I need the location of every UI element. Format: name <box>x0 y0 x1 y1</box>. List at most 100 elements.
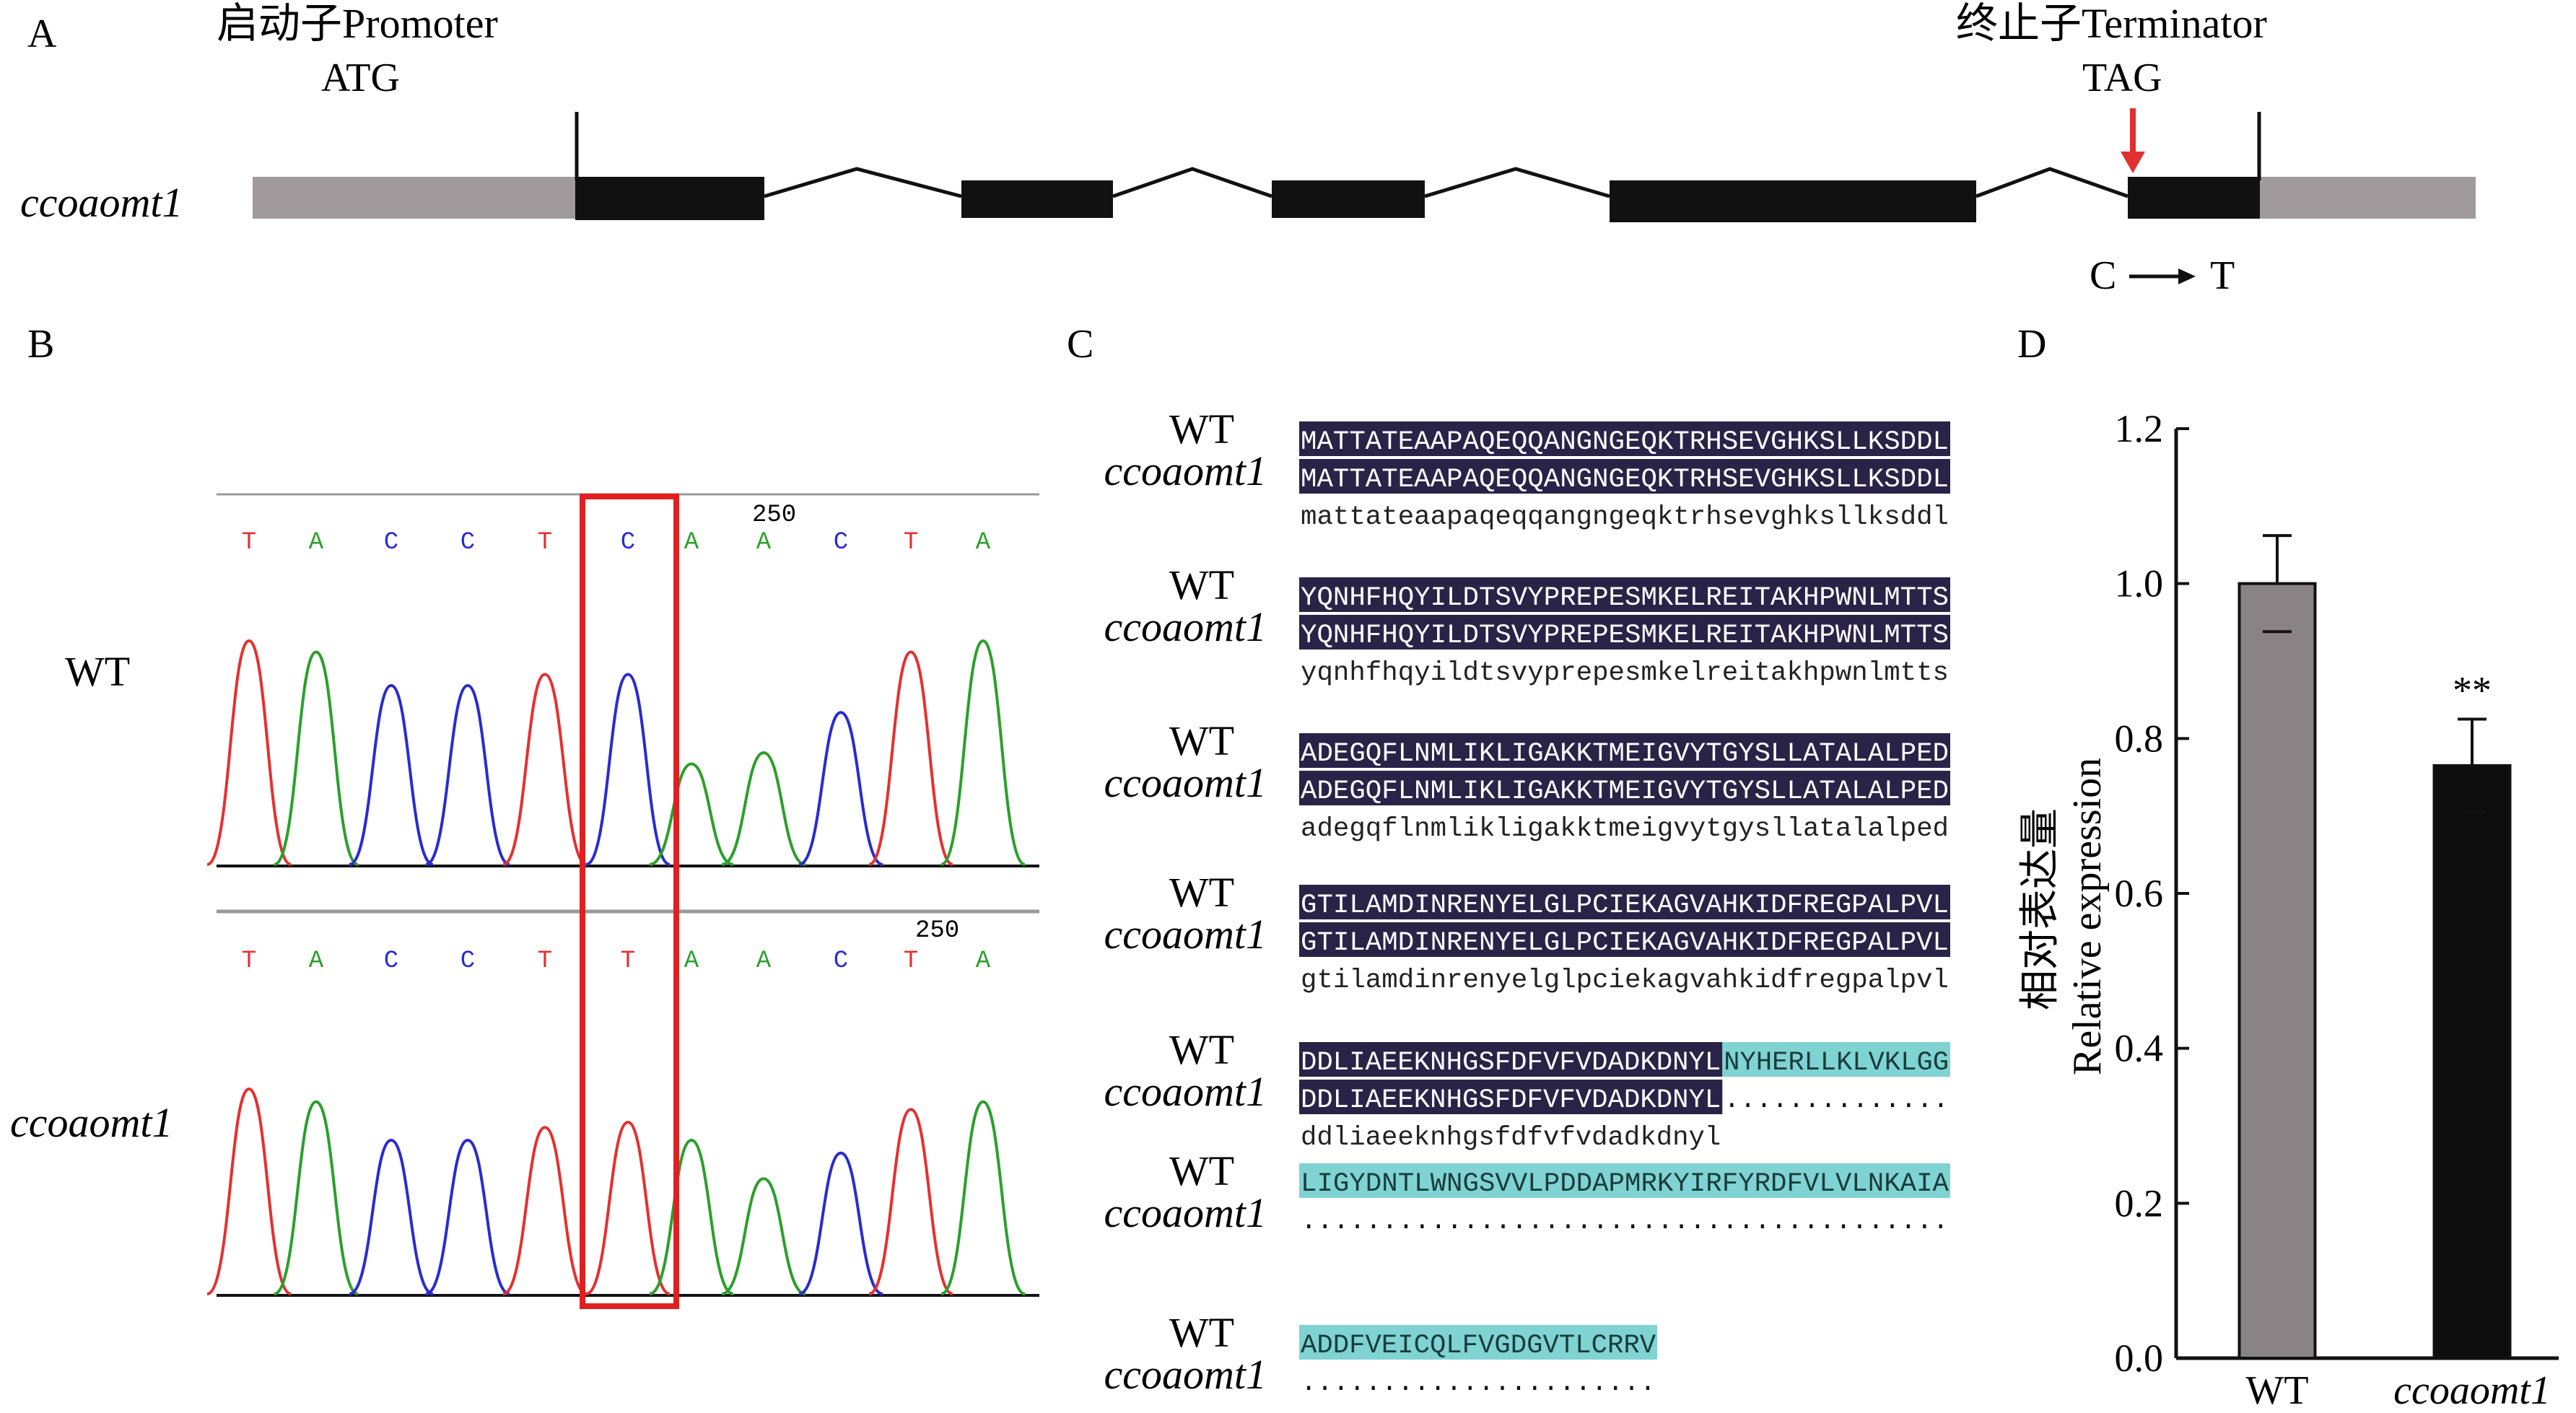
alignment-mutant-seq-1: YQNHFHQYILDTSVYPREPESMKELREITAKHPWNLMTTS <box>1301 621 1949 651</box>
alignment-wt-identical-bg-3 <box>1299 885 1950 919</box>
y-tick-label-4: 0.8 <box>2115 717 2164 760</box>
mutant-peak-0 <box>206 1087 292 1295</box>
y-tick-label-2: 0.4 <box>2115 1027 2164 1070</box>
alignment-consensus-4: ddliaeeknhgsfdfvfvdadkdnyl <box>1301 1123 1721 1153</box>
alignment-wt-unique-bg-4 <box>1722 1042 1950 1077</box>
expression-bar-chart: 0.0 0.2 0.4 0.6 0.8 1.0 1.2 WT ccoaomt1 ** <box>2115 407 2559 1413</box>
wt-peak-9 <box>868 650 953 866</box>
alignment-wt-seq-2: ADEGQFLNMLIKLIGAKKTMEIGVYTGYSLLATALALPED <box>1301 739 1949 769</box>
mutant-base-call-10: A <box>976 948 991 975</box>
alignment-mutant-identical-bg-0 <box>1299 459 1950 494</box>
y-tick-label-1: 0.2 <box>2115 1181 2164 1225</box>
mutant-peak-7 <box>721 1177 806 1295</box>
alignment-wt-label-6: WT <box>1169 1309 1234 1356</box>
alignment-mutant-identical-bg-3 <box>1299 922 1950 957</box>
wt-base-call-9: T <box>904 529 918 556</box>
panel-b-letter: B <box>27 322 54 367</box>
y-axis-label-en: Relative expression <box>2065 758 2110 1075</box>
panel-b: B WT ccoaomt1 250 250 T A C C T C A A C T A T A C C T T… <box>10 322 1039 1309</box>
utr-3-prime <box>2256 177 2476 219</box>
wt-base-call-6: A <box>684 529 699 556</box>
y-axis-label-cn: 相对表达量 <box>2018 808 2063 1010</box>
mutant-peak-2 <box>349 1138 434 1295</box>
alignment-mutant-seq-4: DDLIAEEKNHGSFDFVFVDADKDNYL <box>1301 1085 1721 1116</box>
wt-peak-5 <box>585 673 671 866</box>
alignment-mutant-label-4: ccoaomt1 <box>1104 1068 1267 1115</box>
wt-base-call-5: C <box>621 529 635 556</box>
alignment-gap-dots-5: ........................................ <box>1301 1207 1949 1237</box>
protein-alignment: WTccoaomt1MATTATEAAPAQEQQANGNGEQKTRHSEVG… <box>1104 406 1950 1399</box>
start-codon-label: ATG <box>321 56 400 100</box>
alignment-mutant-label-2: ccoaomt1 <box>1104 759 1267 806</box>
alignment-wt-label-0: WT <box>1169 406 1234 452</box>
promoter-label: 启动子Promoter <box>217 0 498 47</box>
mutant-position-marker: 250 <box>915 917 959 945</box>
intron-4 <box>1975 167 2129 198</box>
alignment-consensus-1: yqnhfhqyildtsvyprepesmkelreitakhpwnlmtts <box>1301 658 1949 688</box>
wt-peak-1 <box>274 650 359 866</box>
wt-peak-7 <box>721 751 806 866</box>
alignment-wt-identical-bg-0 <box>1299 421 1950 456</box>
wt-peak-8 <box>798 711 883 866</box>
alignment-wt-label-2: WT <box>1169 717 1234 764</box>
wt-peak-10 <box>940 639 1026 866</box>
panel-d: D 相对表达量 Relative expression 0.0 0.2 0.4 0.6… <box>2017 322 2559 1413</box>
mutation-to: T <box>2210 253 2235 298</box>
alignment-wt-unique-seq-5: LIGYDNTLWNGSVVLPDDAPMRKYIRFYRDFVLVLNKAIA <box>1301 1169 1950 1199</box>
wt-peak-6 <box>649 762 734 866</box>
mutant-peak-10 <box>940 1100 1026 1295</box>
mutation-from: C <box>2090 253 2116 298</box>
alignment-wt-seq-3: GTILAMDINRENYELGLPCIEKAGVAHKIDFREGPALPVL <box>1301 891 1949 921</box>
exon-1 <box>575 177 764 220</box>
alignment-wt-label-1: WT <box>1169 561 1234 608</box>
terminator-label: 终止子Terminator <box>1956 0 2267 47</box>
panel-c: C WTccoaomt1MATTATEAAPAQEQQANGNGEQKTRHSE… <box>1067 322 1950 1399</box>
exon-4 <box>1610 180 1976 222</box>
wt-chromatogram <box>206 639 1026 866</box>
alignment-wt-identical-bg-4 <box>1299 1042 1723 1077</box>
mutant-base-call-8: C <box>834 948 848 975</box>
x-tick-label-1: ccoaomt1 <box>2393 1368 2551 1413</box>
y-tick-label-6: 1.2 <box>2115 407 2164 450</box>
alignment-consensus-0: mattateaapaqeqqangngeqktrhsevghksllksddl <box>1301 502 1949 533</box>
panel-d-letter: D <box>2017 322 2046 367</box>
gene-name-label: ccoaomt1 <box>20 179 183 226</box>
y-tick-label-5: 1.0 <box>2115 562 2164 605</box>
y-tick-label-0: 0.0 <box>2115 1337 2164 1380</box>
mutation-arrow-head <box>2121 152 2145 173</box>
wt-peak-4 <box>502 673 588 866</box>
wt-peak-0 <box>206 639 292 866</box>
mutant-peak-3 <box>425 1138 510 1295</box>
panel-a: A 启动子Promoter ATG 终止子Terminator TAG ccoa… <box>20 0 2476 298</box>
mutant-base-call-3: C <box>460 948 475 975</box>
alignment-mutant-label-3: ccoaomt1 <box>1104 911 1267 958</box>
alignment-mutant-identical-bg-1 <box>1299 615 1950 649</box>
wt-base-call-8: C <box>834 529 848 556</box>
mutant-peak-9 <box>868 1108 953 1295</box>
panel-a-letter: A <box>27 12 57 56</box>
alignment-wt-unique-bg-6 <box>1299 1325 1658 1360</box>
mutant-peak-8 <box>798 1151 883 1295</box>
alignment-wt-seq-1: YQNHFHQYILDTSVYPREPESMKELREITAKHPWNLMTTS <box>1301 583 1949 613</box>
mutant-base-call-1: A <box>309 948 324 975</box>
x-tick-label-0: WT <box>2245 1368 2308 1413</box>
mutant-peak-5 <box>585 1121 671 1295</box>
alignment-mutant-identical-bg-4 <box>1299 1080 1723 1114</box>
mutant-base-call-2: C <box>384 948 398 975</box>
alignment-consensus-2: adegqflnmlikligakktmeigvytgysllatalalped <box>1301 814 1949 844</box>
exon-3 <box>1272 180 1425 218</box>
exon-5 <box>2128 177 2260 219</box>
significance-marker: ** <box>2453 669 2492 712</box>
alignment-wt-label-3: WT <box>1169 869 1234 916</box>
intron-1 <box>764 167 962 198</box>
mutant-base-call-0: T <box>242 948 256 975</box>
y-tick-label-3: 0.6 <box>2115 872 2164 915</box>
exon-2 <box>961 180 1113 218</box>
mutant-peak-1 <box>274 1100 359 1295</box>
alignment-mutant-label-0: ccoaomt1 <box>1104 447 1267 494</box>
stop-codon-label: TAG <box>2082 56 2162 100</box>
alignment-wt-label-4: WT <box>1169 1026 1234 1073</box>
wt-base-call-4: T <box>538 529 552 556</box>
alignment-mutant-seq-3: GTILAMDINRENYELGLPCIEKAGVAHKIDFREGPALPVL <box>1301 928 1949 958</box>
